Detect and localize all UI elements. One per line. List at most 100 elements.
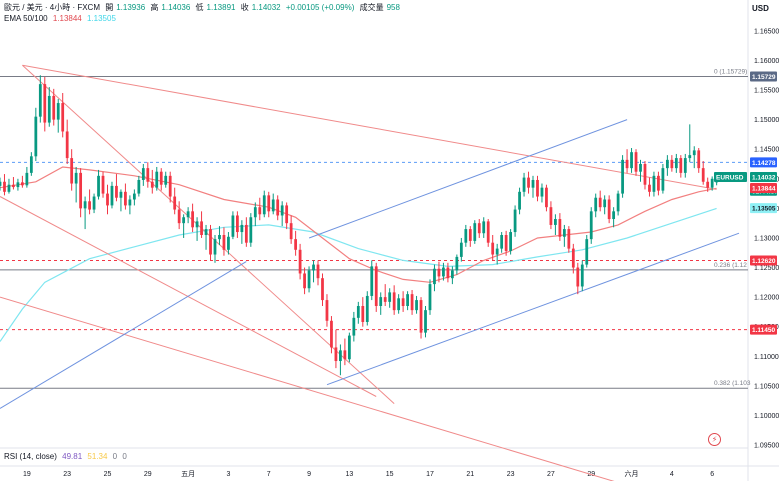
symbol-price-tag-text: EURUSD — [716, 175, 744, 182]
candle-body — [464, 229, 468, 243]
candle-body — [397, 298, 401, 311]
candle-body — [567, 229, 571, 249]
candle-body — [670, 159, 674, 169]
price-axis-label-text: 1.11450 — [752, 327, 776, 334]
candle-body — [280, 205, 284, 216]
currency-label[interactable]: USD — [752, 4, 769, 13]
price-axis-label-text: 1.13844 — [752, 186, 776, 193]
candle-body — [383, 297, 387, 302]
candle-body — [374, 266, 378, 306]
rsi-legend[interactable]: RSI (14, close) 49.81 51.34 0 0 — [4, 452, 130, 462]
candle-body — [159, 171, 163, 185]
candle-body — [692, 150, 696, 156]
red-trendline — [0, 296, 615, 481]
candle-body — [504, 235, 508, 251]
candle-body — [527, 177, 530, 188]
ema-legend[interactable]: EMA 50/100 1.13844 1.13505 — [4, 14, 119, 24]
candle-body — [459, 242, 463, 257]
blue-trendline — [0, 261, 247, 409]
tradingview-lightning-icon[interactable]: ⚡ — [708, 433, 721, 446]
candle-body — [388, 292, 392, 302]
candle-body — [74, 172, 78, 184]
candle-body — [195, 221, 199, 228]
x-tick-label: 23 — [507, 471, 515, 478]
open-label: 開 — [105, 3, 114, 12]
candle-body — [545, 187, 548, 208]
candle-body — [25, 172, 29, 186]
candle-body — [101, 175, 105, 194]
candle-body — [186, 211, 190, 218]
candle-body — [495, 248, 499, 255]
candle-body — [115, 185, 118, 198]
candle-body — [12, 184, 15, 188]
rsi-ma-value: 51.34 — [87, 452, 108, 461]
candle-body — [334, 347, 338, 362]
y-tick-label: 1.15500 — [754, 88, 779, 95]
candle-body — [688, 155, 692, 159]
candle-body — [209, 229, 212, 255]
candle-body — [191, 211, 194, 228]
rsi-v3: 0 — [112, 452, 118, 461]
close-label: 收 — [240, 3, 249, 12]
candle-body — [549, 207, 553, 225]
candle-body — [79, 172, 83, 209]
y-tick-label: 1.15000 — [754, 117, 779, 124]
candle-body — [356, 306, 360, 318]
candle-body — [612, 211, 616, 220]
candle-body — [419, 300, 423, 333]
candle-body — [52, 95, 56, 120]
candle-body — [509, 232, 512, 251]
candle-body — [513, 209, 517, 233]
price-axis-label — [750, 157, 777, 168]
candle-body — [325, 300, 329, 321]
candle-body — [446, 267, 450, 279]
x-tick-label: 27 — [547, 471, 555, 478]
candle-body — [177, 209, 181, 224]
high-value: 1.14036 — [161, 3, 191, 12]
candle-body — [330, 320, 333, 348]
candle-body — [361, 306, 365, 322]
candle-body — [477, 223, 481, 234]
candle-body — [312, 264, 315, 271]
candle-body — [665, 159, 669, 169]
candle-body — [3, 181, 6, 192]
candle-body — [365, 295, 369, 322]
blue-trendline — [326, 232, 740, 386]
candle-body — [580, 264, 584, 287]
ema50-line — [0, 166, 717, 283]
candle-body — [424, 310, 427, 333]
low-label: 低 — [195, 3, 204, 12]
candle-body — [298, 249, 302, 274]
candle-body — [406, 294, 409, 306]
ema50-value: 1.13844 — [52, 14, 82, 23]
x-tick-label: 17 — [426, 471, 434, 478]
candle-body — [661, 168, 665, 191]
candle-body — [119, 191, 123, 198]
x-tick-label: 3 — [226, 471, 230, 478]
blue-trendline — [308, 119, 628, 239]
candle-body — [307, 270, 311, 289]
candle-body — [442, 267, 445, 277]
candle-body — [607, 199, 611, 220]
y-tick-label: 1.10500 — [754, 383, 779, 390]
candle-body — [155, 171, 159, 188]
candle-body — [706, 181, 710, 188]
candle-body — [603, 199, 607, 208]
candle-body — [137, 179, 141, 194]
x-tick-label: 23 — [63, 471, 71, 478]
x-tick-label: 五月 — [181, 470, 195, 478]
candle-body — [482, 221, 486, 234]
candle-body — [294, 239, 298, 250]
price-axis-label — [750, 172, 777, 183]
candle-body — [428, 284, 432, 311]
fib-level-label: 0.236 (1.12 — [714, 262, 747, 269]
candle-body — [213, 239, 217, 255]
candle-body — [88, 201, 91, 210]
y-tick-label: 1.16000 — [754, 58, 779, 65]
candle-body — [0, 181, 2, 186]
ema100-line — [0, 207, 717, 342]
candle-body — [473, 223, 477, 241]
candle-body — [433, 268, 436, 285]
close-value: 1.14032 — [251, 3, 281, 12]
